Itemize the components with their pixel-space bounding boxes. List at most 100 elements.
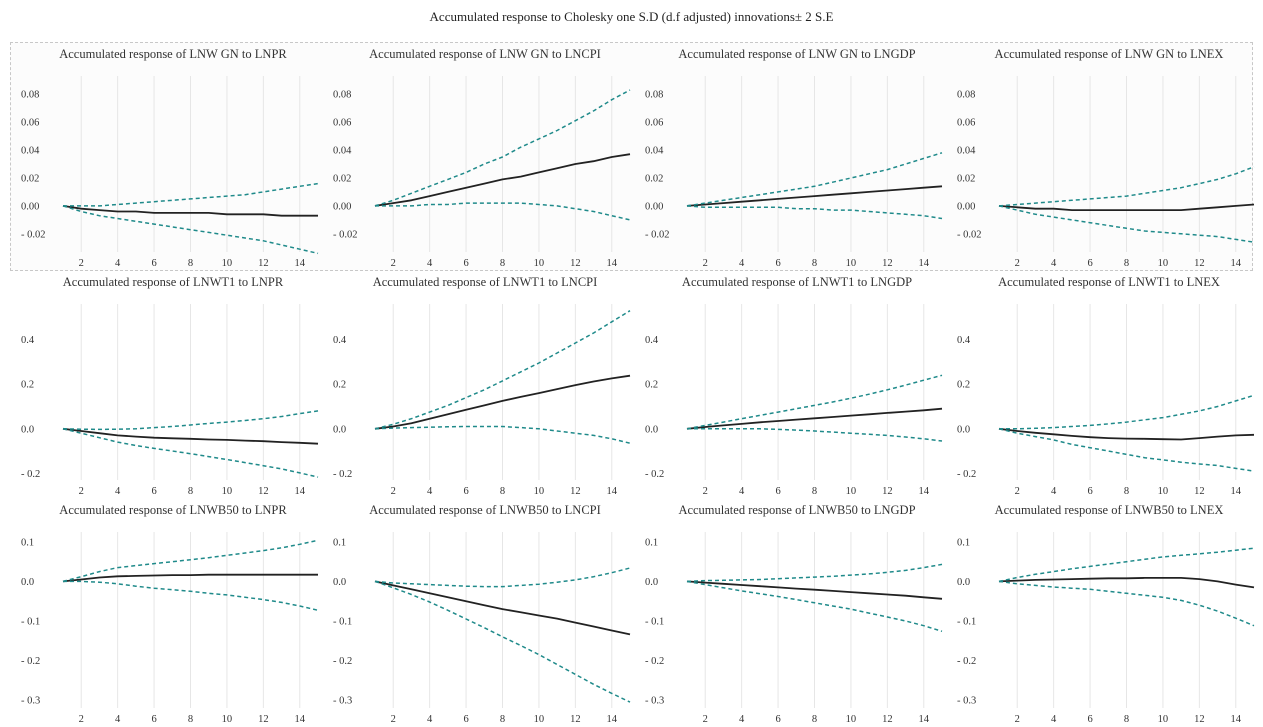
panel-plot: 2 4 6 8 10 12 14 0.4 0.2 0.0 - 0.2: [333, 304, 631, 497]
lower-band-line: [687, 428, 943, 442]
upper-band-line: [374, 310, 631, 430]
x-tick-label: 6: [151, 486, 156, 497]
x-tick-label: 6: [1087, 258, 1092, 269]
y-tick-label: - 0.1: [21, 616, 40, 627]
x-tick-label: 10: [222, 486, 233, 497]
y-tick-label: - 0.02: [645, 229, 670, 240]
y-tick-label: 0.0: [21, 577, 34, 588]
y-tick-label: 0.0: [957, 577, 970, 588]
x-tick-label: 4: [115, 714, 121, 725]
upper-band-line: [686, 374, 943, 430]
response-line: [686, 185, 943, 207]
panel-title: Accumulated response of LNW GN to LNEX: [994, 47, 1224, 61]
x-tick-label: 14: [607, 258, 618, 269]
lower-band-line: [374, 580, 631, 703]
irf-panel: Accumulated response of LNWB50 to LNEX 2 4…: [954, 500, 1263, 726]
x-tick-label: 6: [463, 258, 468, 269]
panel-plot: 2 4 6 8 10 12 14 0.1 0.0 - 0.1 - 0.2 - 0.3: [645, 532, 943, 725]
panel-plot: 2 4 6 8 10 12 14 0.08 0.06 0.04 0.02 0.00 - 0.02: [21, 76, 319, 269]
x-tick-label: 10: [534, 714, 545, 725]
response-line: [374, 153, 631, 207]
irf-panel: Accumulated response of LNWB50 to LNGDP 2…: [642, 500, 952, 726]
y-tick-label: - 0.02: [21, 229, 46, 240]
lower-band-line: [62, 205, 319, 255]
panel-plot: 2 4 6 8 10 12 14 0.4 0.2 0.0 - 0.2: [957, 304, 1255, 497]
y-tick-label: 0.1: [957, 537, 970, 548]
lower-band-line: [686, 580, 943, 633]
y-tick-label: 0.2: [21, 380, 34, 391]
x-tick-label: 10: [1158, 714, 1169, 725]
y-tick-label: 0.04: [333, 146, 352, 157]
y-tick-label: 0.06: [21, 118, 39, 129]
x-tick-label: 14: [607, 486, 618, 497]
x-tick-label: 10: [1158, 258, 1169, 269]
response-line: [686, 580, 943, 600]
y-tick-label: - 0.3: [957, 696, 976, 707]
x-tick-label: 6: [463, 486, 468, 497]
y-tick-label: - 0.2: [957, 656, 976, 667]
panel-title: Accumulated response of LNWB50 to LNCPI: [369, 503, 601, 517]
x-tick-label: 4: [115, 258, 121, 269]
x-tick-label: 6: [463, 714, 468, 725]
x-tick-label: 12: [1194, 714, 1205, 725]
y-tick-label: - 0.2: [21, 656, 40, 667]
response-line: [374, 580, 631, 636]
panel-plot: 2 4 6 8 10 12 14 0.08 0.06 0.04 0.02 0.00 - 0.02: [957, 76, 1255, 269]
upper-band-line: [998, 547, 1255, 583]
x-tick-label: 10: [222, 714, 233, 725]
y-tick-label: 0.06: [333, 118, 351, 129]
panel-title: Accumulated response of LNW GN to LNPR: [59, 47, 287, 61]
x-tick-label: 4: [427, 486, 433, 497]
response-line: [998, 427, 1255, 441]
x-tick-label: 12: [570, 258, 581, 269]
x-tick-label: 14: [1231, 258, 1242, 269]
x-tick-label: 8: [812, 714, 817, 725]
y-tick-label: - 0.1: [957, 616, 976, 627]
x-tick-label: 14: [919, 714, 930, 725]
x-tick-label: 12: [258, 486, 269, 497]
x-tick-label: 2: [703, 486, 708, 497]
y-tick-label: 0.08: [333, 90, 351, 101]
x-tick-label: 8: [812, 486, 817, 497]
x-tick-label: 4: [1051, 258, 1057, 269]
x-tick-label: 10: [1158, 486, 1169, 497]
y-tick-label: - 0.2: [333, 469, 352, 480]
irf-panel: Accumulated response of LNWT1 to LNCPI 2 4…: [330, 272, 640, 498]
x-tick-label: 14: [919, 486, 930, 497]
irf-panel: Accumulated response of LNWT1 to LNGDP 2 4…: [642, 272, 952, 498]
x-tick-label: 6: [151, 258, 156, 269]
y-tick-label: 0.0: [957, 424, 970, 435]
x-tick-label: 4: [427, 258, 433, 269]
x-tick-label: 10: [846, 486, 857, 497]
x-tick-label: 2: [391, 258, 396, 269]
x-tick-label: 2: [79, 714, 84, 725]
x-tick-label: 12: [882, 486, 893, 497]
y-tick-label: 0.4: [333, 335, 347, 346]
response-line: [62, 427, 319, 445]
panel-title: Accumulated response of LNWT1 to LNPR: [62, 275, 284, 289]
x-tick-label: 6: [775, 714, 780, 725]
upper-band-line: [62, 539, 319, 583]
y-tick-label: - 0.3: [21, 696, 40, 707]
x-tick-label: 6: [1087, 486, 1092, 497]
figure-title: Accumulated response to Cholesky one S.D…: [429, 9, 834, 24]
y-tick-label: 0.02: [21, 173, 39, 184]
lower-band-line: [375, 202, 631, 221]
y-tick-label: 0.0: [333, 577, 346, 588]
y-tick-label: 0.08: [957, 90, 975, 101]
panel-title: Accumulated response of LNW GN to LNCPI: [369, 47, 601, 61]
response-line: [62, 205, 318, 217]
upper-band-line: [686, 152, 943, 207]
lower-band-line: [998, 428, 1255, 472]
y-tick-label: - 0.2: [645, 469, 664, 480]
y-tick-label: - 0.2: [333, 656, 352, 667]
response-line: [62, 573, 318, 583]
x-tick-label: 6: [151, 714, 156, 725]
y-tick-label: 0.0: [21, 424, 34, 435]
x-tick-label: 10: [534, 258, 545, 269]
x-tick-label: 10: [846, 714, 857, 725]
x-tick-label: 12: [258, 714, 269, 725]
y-tick-label: 0.02: [333, 173, 351, 184]
x-tick-label: 10: [222, 258, 233, 269]
